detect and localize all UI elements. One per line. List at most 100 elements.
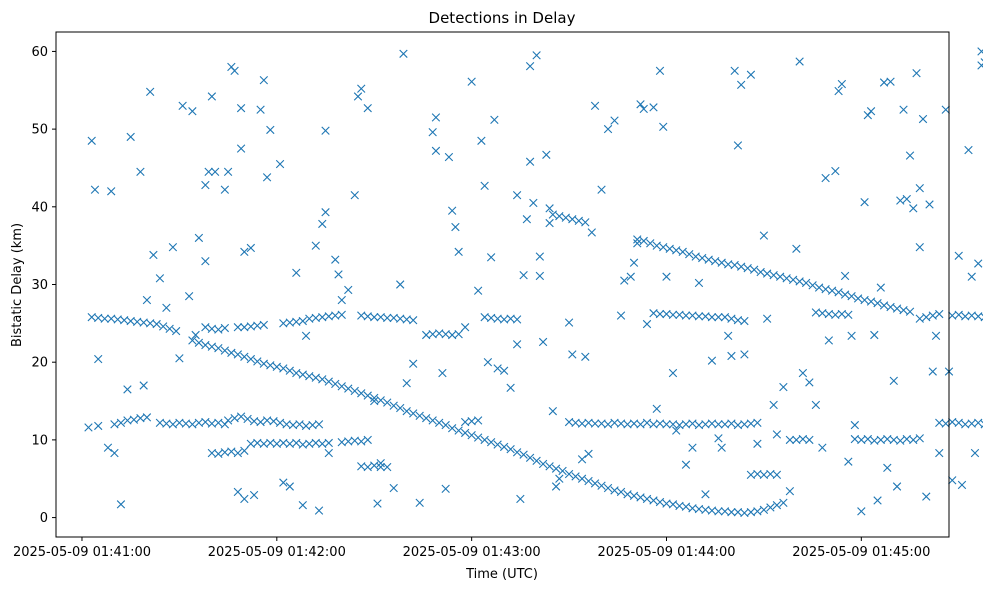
data-point bbox=[512, 340, 522, 349]
data-point bbox=[779, 382, 788, 392]
data-point bbox=[954, 251, 963, 260]
data-point bbox=[155, 274, 165, 283]
data-point bbox=[814, 283, 824, 292]
data-point bbox=[977, 47, 983, 56]
data-point bbox=[681, 460, 691, 469]
data-point bbox=[957, 480, 967, 490]
data-point bbox=[126, 132, 135, 142]
data-point bbox=[649, 496, 658, 505]
data-point bbox=[415, 411, 424, 420]
data-point bbox=[928, 311, 937, 320]
data-point bbox=[94, 354, 103, 364]
data-point bbox=[863, 434, 873, 444]
data-point bbox=[512, 448, 522, 457]
data-point bbox=[318, 375, 327, 384]
data-point bbox=[233, 350, 243, 359]
data-point bbox=[714, 420, 723, 429]
x-axis-label: Time (UTC) bbox=[465, 567, 538, 582]
data-point bbox=[516, 494, 525, 504]
data-point bbox=[928, 367, 937, 376]
data-point bbox=[860, 197, 869, 207]
data-point bbox=[775, 272, 785, 281]
data-point bbox=[717, 443, 726, 452]
data-point bbox=[970, 448, 980, 458]
data-point bbox=[220, 346, 230, 355]
data-point bbox=[376, 462, 385, 472]
data-point bbox=[493, 364, 502, 373]
data-point bbox=[110, 420, 119, 429]
data-point bbox=[486, 438, 496, 447]
data-point bbox=[753, 439, 762, 448]
data-point bbox=[188, 420, 197, 429]
data-point bbox=[194, 338, 204, 347]
data-point bbox=[298, 316, 307, 326]
data-point bbox=[616, 311, 626, 320]
data-point bbox=[220, 185, 230, 194]
data-point bbox=[454, 426, 463, 435]
data-point bbox=[519, 450, 528, 459]
data-point bbox=[860, 295, 869, 305]
data-point bbox=[633, 235, 642, 244]
data-point bbox=[714, 312, 723, 322]
data-point bbox=[610, 116, 619, 125]
data-point bbox=[334, 270, 343, 279]
data-point bbox=[639, 236, 648, 246]
data-point bbox=[285, 482, 294, 491]
data-point bbox=[727, 351, 736, 361]
data-point bbox=[236, 144, 246, 153]
data-point bbox=[249, 490, 259, 500]
data-point bbox=[785, 435, 795, 445]
data-point bbox=[428, 128, 437, 137]
data-point bbox=[285, 366, 294, 375]
data-point bbox=[824, 336, 834, 345]
data-point bbox=[844, 457, 853, 466]
data-point bbox=[847, 291, 856, 301]
data-point bbox=[422, 413, 431, 423]
data-point bbox=[409, 316, 418, 325]
data-point bbox=[350, 190, 359, 200]
data-point bbox=[233, 323, 243, 332]
y-tick-label: 10 bbox=[31, 433, 48, 448]
data-point bbox=[883, 463, 892, 473]
data-point bbox=[659, 122, 668, 131]
data-point bbox=[535, 252, 545, 261]
data-point bbox=[532, 51, 541, 60]
data-point bbox=[652, 241, 661, 250]
data-point bbox=[730, 260, 739, 270]
data-point bbox=[850, 420, 860, 430]
data-point bbox=[311, 241, 320, 250]
data-point bbox=[473, 416, 483, 425]
data-point bbox=[396, 280, 405, 289]
data-point bbox=[538, 459, 548, 469]
data-point bbox=[931, 331, 941, 340]
data-point bbox=[223, 167, 233, 177]
data-point bbox=[184, 291, 194, 301]
data-point bbox=[136, 167, 145, 177]
data-point bbox=[324, 448, 333, 458]
data-point bbox=[298, 500, 307, 510]
data-point bbox=[711, 257, 720, 266]
data-point bbox=[636, 420, 645, 429]
data-point bbox=[548, 210, 558, 219]
data-point bbox=[642, 494, 652, 504]
data-point bbox=[490, 115, 499, 124]
data-point bbox=[370, 461, 379, 470]
data-point bbox=[649, 103, 658, 112]
data-point bbox=[633, 239, 642, 248]
data-point bbox=[610, 486, 619, 495]
data-point bbox=[717, 258, 726, 267]
data-point bbox=[759, 231, 769, 240]
data-point bbox=[532, 456, 541, 466]
data-point bbox=[886, 302, 895, 312]
data-point bbox=[230, 413, 239, 423]
data-point bbox=[447, 424, 457, 433]
data-point bbox=[506, 383, 515, 393]
data-point bbox=[399, 49, 408, 58]
data-point bbox=[568, 350, 577, 359]
data-point bbox=[805, 435, 814, 445]
data-point bbox=[480, 435, 489, 445]
data-point bbox=[821, 173, 830, 183]
data-point bbox=[467, 431, 476, 440]
data-point bbox=[639, 104, 648, 114]
data-point bbox=[584, 449, 593, 459]
